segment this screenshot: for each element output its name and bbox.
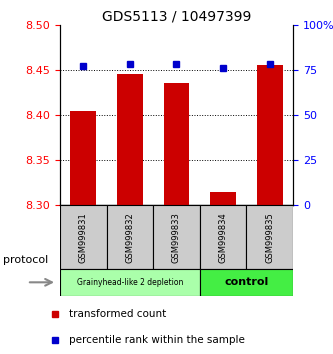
- Bar: [60, 205, 107, 269]
- Bar: [210, 192, 236, 205]
- Bar: [257, 65, 282, 205]
- Bar: [153, 205, 200, 269]
- Text: GSM999831: GSM999831: [79, 212, 88, 263]
- Text: GSM999832: GSM999832: [125, 212, 135, 263]
- Text: GSM999833: GSM999833: [172, 212, 181, 263]
- Bar: [164, 84, 189, 205]
- Bar: [71, 110, 96, 205]
- Text: percentile rank within the sample: percentile rank within the sample: [69, 335, 245, 345]
- Bar: [246, 205, 293, 269]
- Text: control: control: [224, 277, 268, 287]
- Text: GSM999835: GSM999835: [265, 212, 274, 263]
- Text: protocol: protocol: [3, 255, 48, 265]
- Bar: [200, 269, 293, 296]
- Bar: [117, 74, 143, 205]
- Text: GSM999834: GSM999834: [218, 212, 228, 263]
- Text: Grainyhead-like 2 depletion: Grainyhead-like 2 depletion: [77, 278, 183, 287]
- Text: transformed count: transformed count: [69, 309, 166, 320]
- Bar: [60, 269, 200, 296]
- Bar: [200, 205, 246, 269]
- Bar: [107, 205, 153, 269]
- Title: GDS5113 / 10497399: GDS5113 / 10497399: [102, 10, 251, 24]
